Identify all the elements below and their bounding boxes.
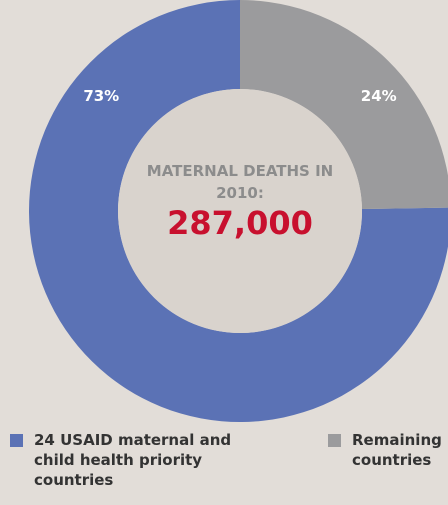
center-title: MATERNAL DEATHS IN 2010: <box>146 162 334 202</box>
value-label: 73% <box>83 87 119 105</box>
value-label: 24% <box>361 87 397 105</box>
legend-item: 24 USAID maternal and child health prior… <box>10 430 270 490</box>
donut-hole <box>118 89 362 333</box>
legend-label: Remaining countries <box>352 431 442 469</box>
legend-swatch <box>10 434 23 447</box>
legend-label: 24 USAID maternal and child health prior… <box>34 431 232 489</box>
donut-segment <box>29 0 448 422</box>
legend-item: Remaining countries <box>328 430 448 470</box>
center-value: 287,000 <box>167 204 313 242</box>
donut-segment <box>240 0 448 210</box>
legend-swatch <box>328 434 341 447</box>
